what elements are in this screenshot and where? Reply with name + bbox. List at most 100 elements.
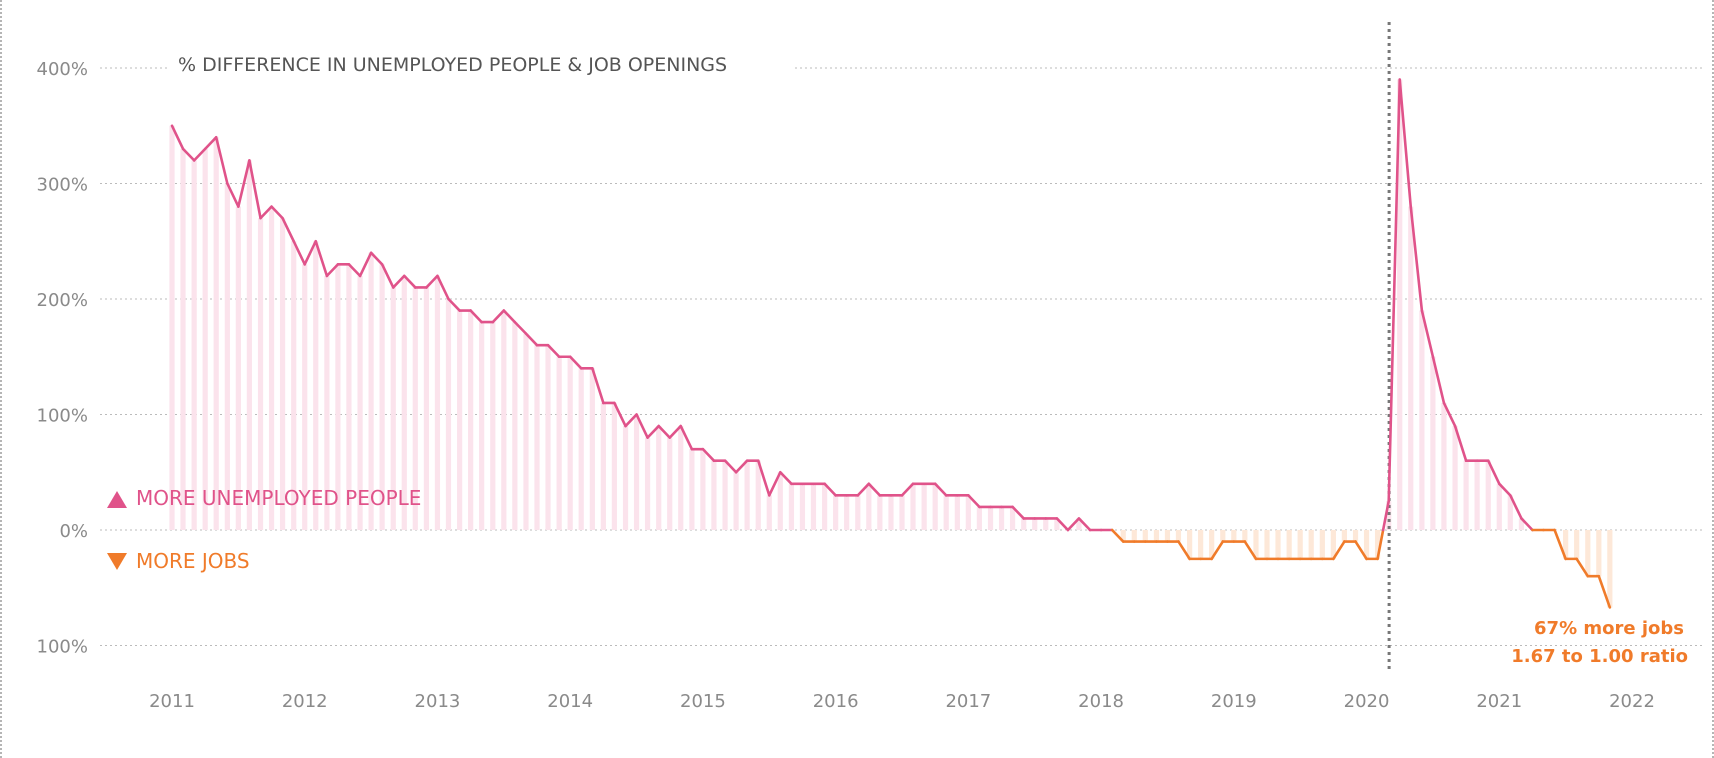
line-segment-negative: [1553, 528, 1567, 561]
bar: [468, 310, 474, 530]
bar: [1330, 530, 1336, 559]
bar: [368, 252, 374, 531]
bar: [644, 437, 651, 530]
line-segment-positive: [546, 343, 561, 359]
line-segment-positive: [170, 124, 185, 151]
bar: [180, 148, 186, 530]
x-tick-label: 2014: [547, 691, 593, 712]
bar: [291, 241, 297, 530]
bar: [479, 322, 485, 530]
bar: [722, 460, 728, 530]
line-segment-positive: [900, 482, 915, 497]
line-segment-negative: [1110, 528, 1125, 543]
line-segment-positive: [1508, 494, 1523, 520]
bar: [445, 299, 452, 530]
line-segment-positive: [281, 216, 296, 243]
y-tick-label: 0%: [59, 521, 88, 542]
bar: [1363, 530, 1370, 559]
line-segment-positive: [369, 251, 384, 266]
line-segment-positive: [325, 263, 340, 278]
bar: [921, 483, 927, 530]
bar: [877, 495, 883, 530]
bar: [1153, 530, 1160, 542]
x-tick-label: 2019: [1211, 691, 1257, 712]
bar: [1386, 501, 1392, 530]
line-segment-negative: [1376, 528, 1385, 561]
bar: [1341, 530, 1347, 542]
legend-positive-label: MORE UNEMPLOYED PEOPLE: [136, 486, 421, 510]
bar: [766, 495, 772, 530]
bar: [1220, 530, 1226, 542]
line-segment-positive: [679, 424, 694, 451]
line-segment-positive: [469, 309, 483, 324]
line-segment-positive: [214, 136, 229, 185]
line-segment-positive: [933, 482, 948, 497]
bar: [589, 368, 595, 530]
line-segment-positive: [203, 136, 218, 151]
bar: [490, 322, 496, 530]
bar: [633, 414, 640, 530]
bar: [1198, 530, 1204, 559]
bar: [434, 275, 441, 530]
line-segment-positive: [513, 320, 528, 335]
x-tick-label: 2011: [149, 691, 195, 712]
line-segment-negative: [1210, 540, 1225, 561]
difference-bars: [169, 79, 1613, 608]
line-segment-positive: [192, 147, 207, 162]
x-tick-label: 2022: [1609, 691, 1655, 712]
bar: [324, 275, 330, 530]
bar: [1209, 530, 1215, 559]
bar: [313, 241, 319, 530]
y-tick-label: 300%: [37, 175, 88, 196]
y-tick-label: 400%: [37, 59, 88, 80]
y-tick-label: 200%: [37, 290, 88, 311]
bar: [667, 437, 673, 530]
bar: [1308, 530, 1314, 559]
x-tick-label: 2012: [282, 691, 328, 712]
bar: [202, 148, 208, 530]
line-segment-positive: [723, 459, 738, 474]
bar: [1175, 530, 1182, 542]
bar: [954, 495, 960, 530]
line-segment-positive: [402, 274, 417, 289]
bar: [622, 426, 629, 530]
line-segment-positive: [591, 366, 605, 405]
bar: [1131, 530, 1137, 542]
bar: [976, 506, 982, 530]
bar: [1596, 530, 1602, 577]
bar: [191, 160, 197, 530]
bar: [987, 506, 994, 530]
line-segment-positive: [1055, 517, 1070, 532]
x-tick-label: 2016: [813, 691, 859, 712]
line-segment-positive: [1520, 517, 1534, 532]
bar: [788, 483, 795, 530]
line-segment-positive: [1387, 78, 1402, 503]
bar: [755, 460, 761, 530]
line-segment-positive: [668, 424, 683, 439]
y-tick-label: 100%: [37, 637, 88, 658]
bar: [578, 368, 584, 530]
line-segment-positive: [657, 424, 672, 439]
bar: [512, 322, 518, 530]
bar: [268, 206, 275, 530]
x-tick-label: 2015: [680, 691, 726, 712]
bar: [246, 160, 252, 530]
line-segment-negative: [1354, 540, 1368, 561]
line-segment-positive: [347, 263, 362, 278]
bar: [235, 206, 241, 530]
line-segment-positive: [1409, 205, 1424, 312]
line-segment-positive: [524, 332, 539, 347]
line-segment-positive: [1066, 517, 1081, 532]
line-segment-positive: [425, 274, 439, 289]
bar: [501, 310, 507, 530]
line-segment-positive: [756, 459, 771, 497]
line-segment-positive: [237, 159, 251, 208]
line-segment-positive: [436, 274, 450, 301]
bar: [1352, 530, 1359, 542]
bar: [1286, 530, 1292, 559]
x-tick-label: 2013: [415, 691, 461, 712]
bar: [279, 218, 286, 530]
bar: [1408, 206, 1414, 530]
